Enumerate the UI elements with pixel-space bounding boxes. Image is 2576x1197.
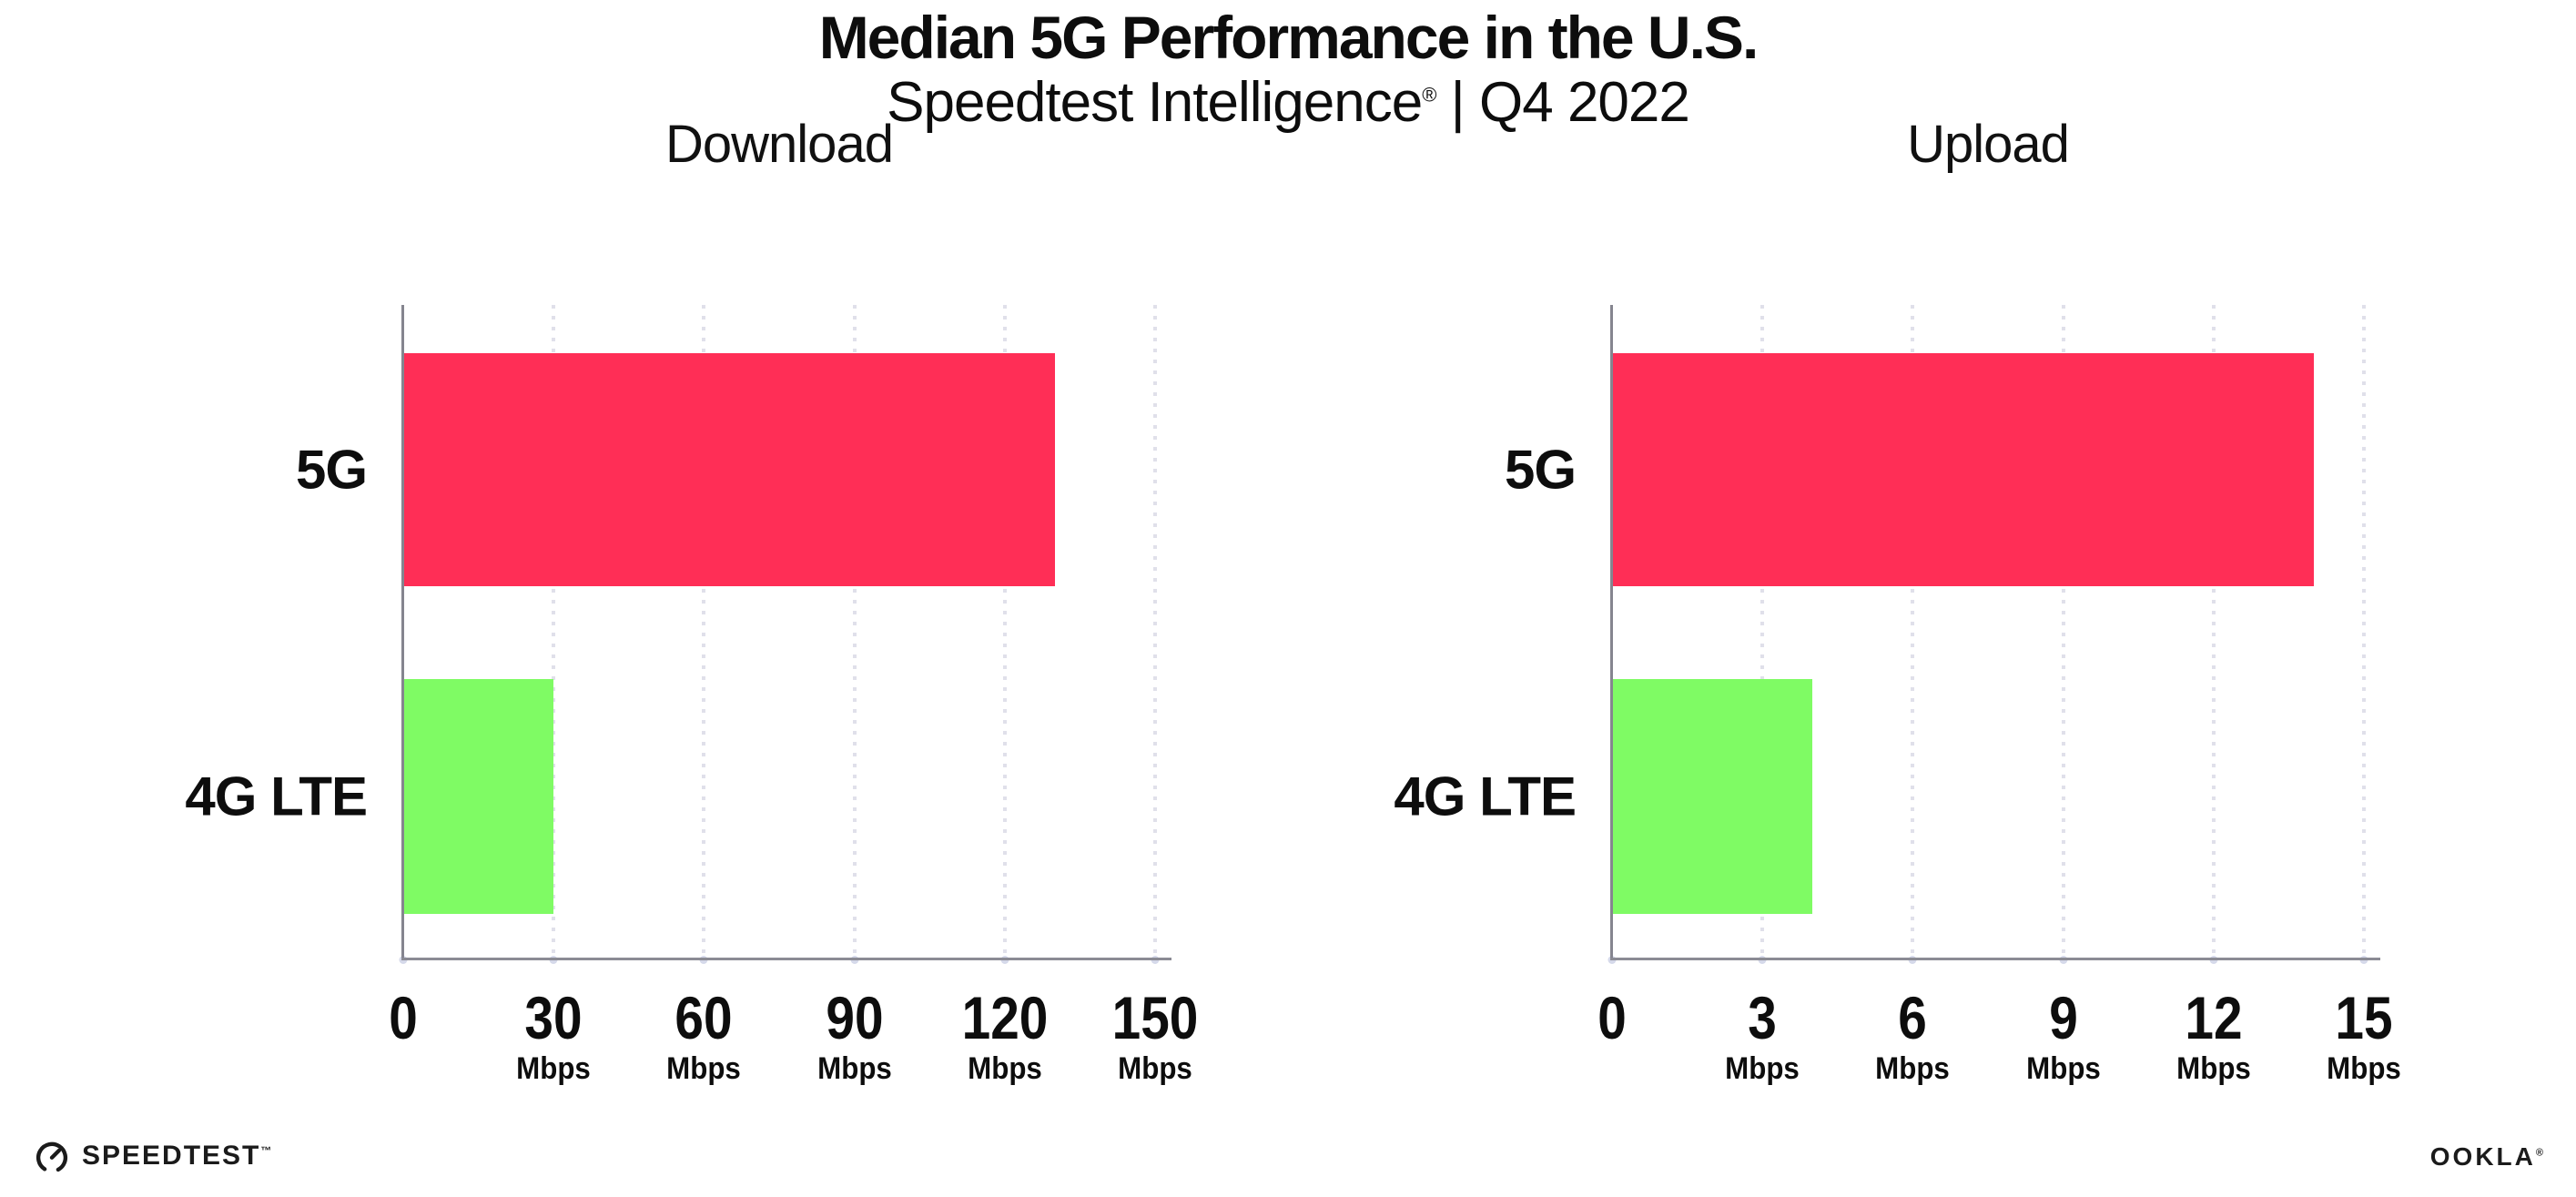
- chart-header: Median 5G Performance in the U.S. Speedt…: [0, 5, 2576, 133]
- x-tick-unit: Mbps: [2327, 1051, 2401, 1086]
- x-axis-line: [1610, 958, 2380, 960]
- category-label-5g: 5G: [1504, 439, 1577, 501]
- y-axis-line: [1610, 305, 1613, 959]
- x-tick-label: 60 Mbps: [664, 986, 745, 1088]
- x-tick-unit: Mbps: [1725, 1051, 1800, 1086]
- upload-bar-5g: [1612, 352, 2314, 587]
- gridline-15: [2362, 305, 2366, 959]
- x-tick-value: 150: [1111, 984, 1199, 1051]
- x-tick-value: 120: [961, 984, 1049, 1051]
- x-tick-label: 90 Mbps: [814, 986, 895, 1088]
- x-tick-label: 9 Mbps: [2023, 986, 2104, 1088]
- y-axis-line: [401, 305, 404, 959]
- x-tick-label: 3 Mbps: [1722, 986, 1803, 1088]
- x-tick-value: 12: [2185, 984, 2243, 1051]
- x-tick-unit: Mbps: [1118, 1051, 1192, 1086]
- gridline-90: [852, 305, 857, 959]
- ookla-wordmark: OOKLA: [2429, 1142, 2536, 1171]
- download-plot-area: 0 30 Mbps 60 Mbps 90 Mbps 120 Mbps 150 Mbps 5G 4G LT…: [185, 305, 1198, 1086]
- x-tick-value: 0: [389, 984, 418, 1051]
- speedtest-logo: SPEEDTEST™: [33, 1137, 271, 1175]
- gridline-150: [1153, 305, 1157, 959]
- download-chart-panel: Download 0 30 Mbps 60 Mbps 90 Mbps 120 Mbps 150 Mb…: [185, 115, 1198, 1086]
- speedtest-trademark: ™: [260, 1144, 272, 1157]
- download-chart-title: Download: [665, 115, 894, 174]
- x-tick-value: 3: [1748, 984, 1777, 1051]
- gridline-12: [2211, 305, 2216, 959]
- x-tick-unit: Mbps: [516, 1051, 592, 1086]
- x-tick-label: 150 Mbps: [1105, 986, 1205, 1088]
- page-title: Median 5G Performance in the U.S.: [818, 4, 1760, 71]
- category-label-5g: 5G: [295, 439, 368, 501]
- x-tick-value: 6: [1898, 984, 1928, 1051]
- upload-bar-4g-lte: [1612, 678, 1813, 914]
- speedtest-label: SPEEDTEST: [82, 1141, 261, 1171]
- x-tick-value: 9: [2048, 984, 2078, 1051]
- ookla-logo: OOKLA®: [2430, 1142, 2543, 1172]
- upload-chart-title: Upload: [1907, 115, 2070, 174]
- x-tick-value: 0: [1597, 984, 1627, 1051]
- page-subtitle: Speedtest Intelligence® | Q4 2022: [0, 73, 2576, 133]
- x-tick-value: 90: [826, 984, 884, 1051]
- x-tick-unit: Mbps: [2175, 1051, 2251, 1086]
- x-tick-label: 0: [387, 986, 421, 1050]
- upload-plot-area: 0 3 Mbps 6 Mbps 9 Mbps 12 Mbps 15 Mbps 5G 4G LTE: [1394, 305, 2401, 1086]
- gridline-6: [1911, 305, 1915, 959]
- download-bar-4g-lte: [403, 678, 554, 914]
- x-tick-label: 0: [1596, 986, 1629, 1050]
- ookla-registered-mark: ®: [2535, 1147, 2543, 1159]
- gridline-9: [2061, 305, 2065, 959]
- gridline-60: [702, 305, 706, 959]
- x-tick-unit: Mbps: [2025, 1051, 2101, 1086]
- subtitle-period: | Q4 2022: [1435, 71, 1690, 134]
- category-label-4g-lte: 4G LTE: [1394, 766, 1577, 827]
- download-bar-5g: [403, 352, 1055, 587]
- x-tick-label: 15 Mbps: [2324, 986, 2405, 1088]
- gridline-30: [552, 305, 556, 959]
- x-tick-unit: Mbps: [967, 1051, 1042, 1086]
- registered-mark: ®: [1422, 83, 1436, 107]
- x-tick-unit: Mbps: [1875, 1051, 1951, 1086]
- gridline-3: [1760, 305, 1765, 959]
- x-tick-label: 30 Mbps: [513, 986, 594, 1088]
- x-tick-value: 30: [524, 984, 583, 1051]
- speedtest-wordmark: SPEEDTEST™: [82, 1141, 271, 1172]
- x-axis-line: [401, 958, 1171, 960]
- x-tick-unit: Mbps: [666, 1051, 742, 1086]
- x-tick-value: 60: [674, 984, 733, 1051]
- category-label-4g-lte: 4G LTE: [185, 766, 368, 827]
- upload-chart-panel: Upload 0 3 Mbps 6 Mbps 9 Mbps 12 Mbps 15 Mbps 5G 4G …: [1394, 115, 2401, 1086]
- x-tick-label: 6 Mbps: [1872, 986, 1953, 1088]
- gridline-120: [1002, 305, 1007, 959]
- x-tick-label: 12 Mbps: [2173, 986, 2254, 1088]
- x-tick-value: 15: [2335, 984, 2393, 1051]
- x-tick-unit: Mbps: [816, 1051, 892, 1086]
- x-tick-label: 120 Mbps: [955, 986, 1055, 1088]
- speedtest-gauge-icon: [35, 1141, 68, 1173]
- subtitle-brand: Speedtest Intelligence: [887, 71, 1423, 134]
